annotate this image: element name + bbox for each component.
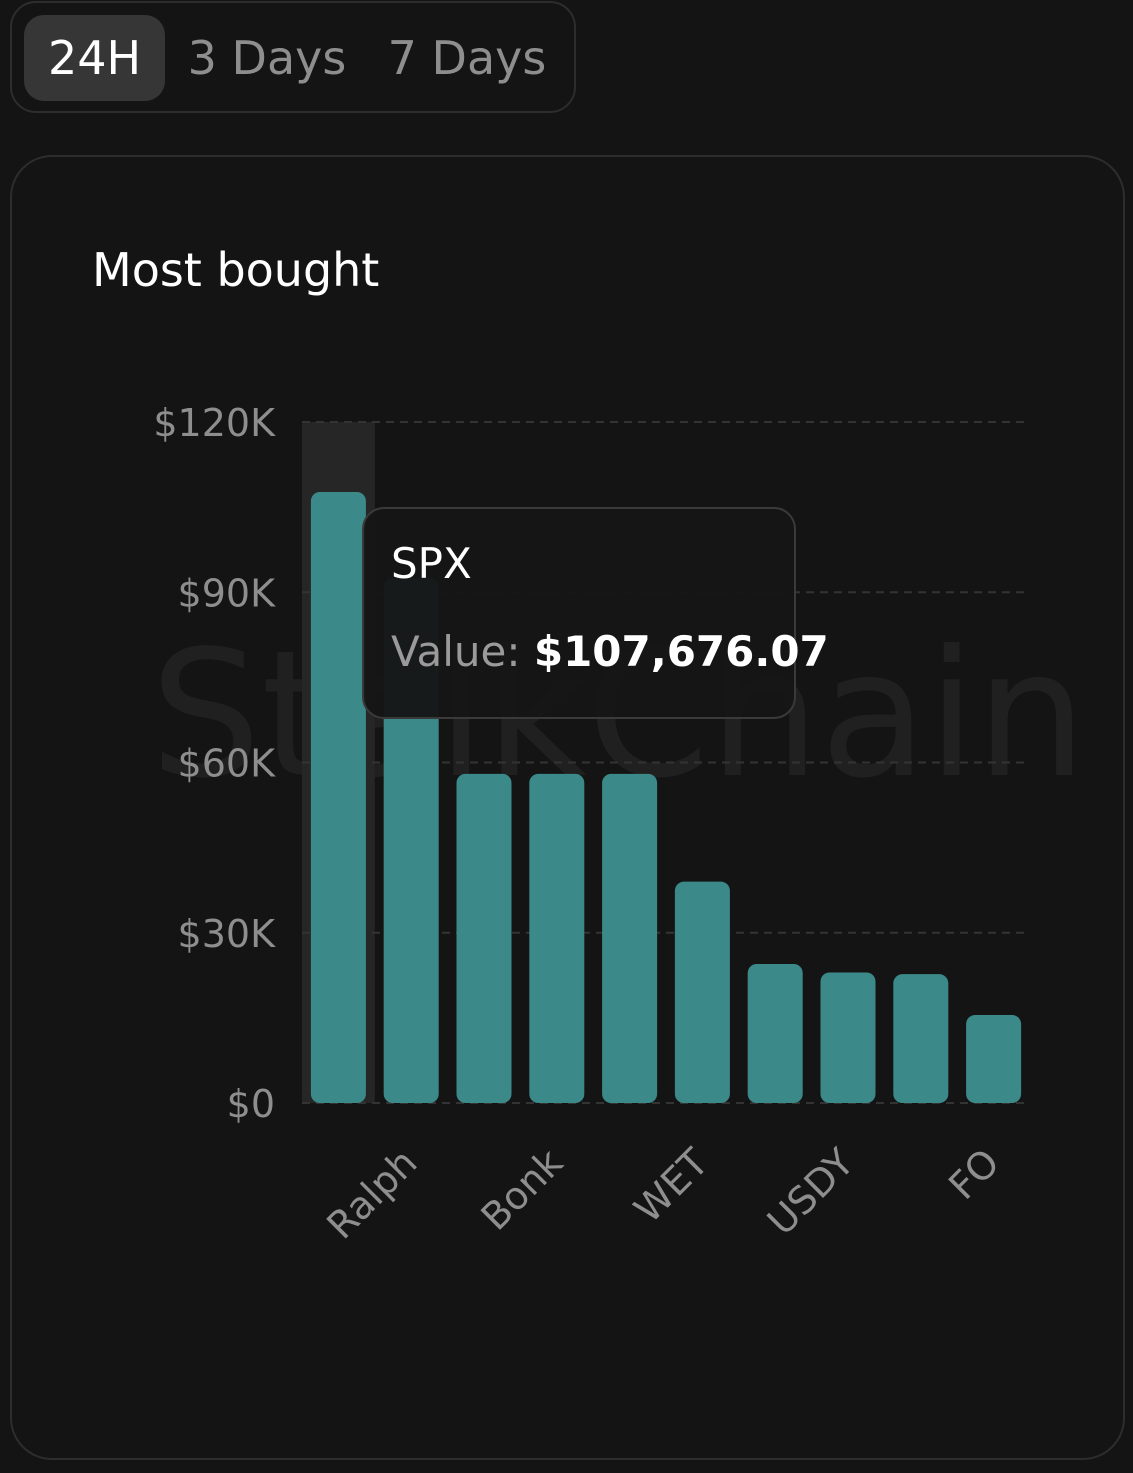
x-tick-label: FO bbox=[940, 1140, 1008, 1208]
bar-wet bbox=[674, 881, 730, 1103]
most-bought-card: Most bought bbox=[10, 155, 1125, 1460]
bar-fo bbox=[966, 1015, 1022, 1103]
y-tick-label: $60K bbox=[178, 742, 277, 786]
x-tick-label: WET bbox=[626, 1140, 718, 1232]
tab-7-days[interactable]: 7 Days bbox=[387, 31, 547, 85]
bar-item-4 bbox=[602, 773, 658, 1103]
time-range-tabs: 24H 3 Days 7 Days bbox=[10, 1, 576, 113]
x-tick-label: USDY bbox=[759, 1140, 863, 1244]
chart-tooltip: SPX Value: $107,676.07 bbox=[362, 507, 829, 719]
y-tick-label: $0 bbox=[227, 1082, 275, 1126]
bar-usdy bbox=[820, 972, 876, 1103]
tooltip-value: $107,676.07 bbox=[533, 627, 829, 676]
tooltip-title: SPX bbox=[391, 539, 472, 588]
chart-title: Most bought bbox=[92, 243, 380, 297]
y-tick-label: $30K bbox=[178, 912, 277, 956]
y-tick-label: $120K bbox=[153, 401, 276, 445]
bar-item-6 bbox=[747, 963, 803, 1103]
tooltip-value-label: Value: bbox=[391, 627, 521, 676]
x-tick-label: Ralph bbox=[318, 1140, 425, 1247]
tab-24h[interactable]: 24H bbox=[24, 15, 165, 101]
bar-bonk bbox=[529, 773, 585, 1103]
bar-item-2 bbox=[456, 773, 512, 1103]
bar-spx bbox=[310, 491, 366, 1103]
x-tick-label: Bonk bbox=[473, 1140, 572, 1239]
tab-3-days[interactable]: 3 Days bbox=[187, 31, 347, 85]
bar-item-8 bbox=[893, 974, 949, 1103]
tooltip-value-row: Value: $107,676.07 bbox=[391, 627, 829, 676]
y-tick-label: $90K bbox=[178, 571, 277, 615]
